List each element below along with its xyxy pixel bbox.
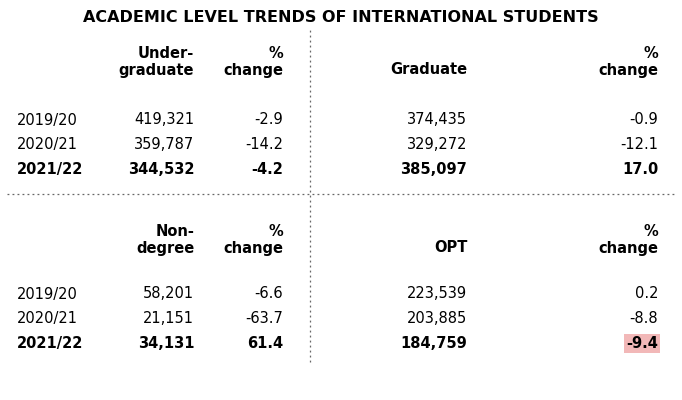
Text: %
change: % change <box>223 46 283 78</box>
Text: -14.2: -14.2 <box>245 137 283 152</box>
Text: 385,097: 385,097 <box>400 162 467 177</box>
Text: 203,885: 203,885 <box>407 311 467 326</box>
Text: -12.1: -12.1 <box>620 137 658 152</box>
Text: %
change: % change <box>598 224 658 256</box>
Text: Under-
graduate: Under- graduate <box>119 46 194 78</box>
Text: 21,151: 21,151 <box>143 311 194 326</box>
Text: 17.0: 17.0 <box>622 162 658 177</box>
Text: Non-
degree: Non- degree <box>136 224 194 256</box>
Text: 2020/21: 2020/21 <box>17 311 78 326</box>
Text: 2019/20: 2019/20 <box>17 112 78 128</box>
Text: %
change: % change <box>598 46 658 78</box>
Text: -0.9: -0.9 <box>629 112 658 128</box>
Text: -9.4: -9.4 <box>626 336 658 351</box>
Text: 184,759: 184,759 <box>400 336 467 351</box>
Text: -4.2: -4.2 <box>251 162 283 177</box>
Text: 419,321: 419,321 <box>134 112 194 128</box>
Text: 329,272: 329,272 <box>406 137 467 152</box>
Text: 58,201: 58,201 <box>143 286 194 302</box>
Text: 2020/21: 2020/21 <box>17 137 78 152</box>
Text: OPT: OPT <box>434 240 467 256</box>
Text: ACADEMIC LEVEL TRENDS OF INTERNATIONAL STUDENTS: ACADEMIC LEVEL TRENDS OF INTERNATIONAL S… <box>83 10 599 26</box>
Text: 344,532: 344,532 <box>128 162 194 177</box>
Text: -8.8: -8.8 <box>629 311 658 326</box>
Text: -2.9: -2.9 <box>254 112 283 128</box>
Text: 374,435: 374,435 <box>407 112 467 128</box>
Text: 0.2: 0.2 <box>635 286 658 302</box>
Text: 34,131: 34,131 <box>138 336 194 351</box>
Text: 223,539: 223,539 <box>407 286 467 302</box>
Text: -6.6: -6.6 <box>254 286 283 302</box>
Text: 61.4: 61.4 <box>247 336 283 351</box>
Text: 2021/22: 2021/22 <box>17 162 83 177</box>
Text: 359,787: 359,787 <box>134 137 194 152</box>
Text: %
change: % change <box>223 224 283 256</box>
Text: -63.7: -63.7 <box>245 311 283 326</box>
Text: 2021/22: 2021/22 <box>17 336 83 351</box>
Text: Graduate: Graduate <box>390 62 467 78</box>
Text: 2019/20: 2019/20 <box>17 286 78 302</box>
